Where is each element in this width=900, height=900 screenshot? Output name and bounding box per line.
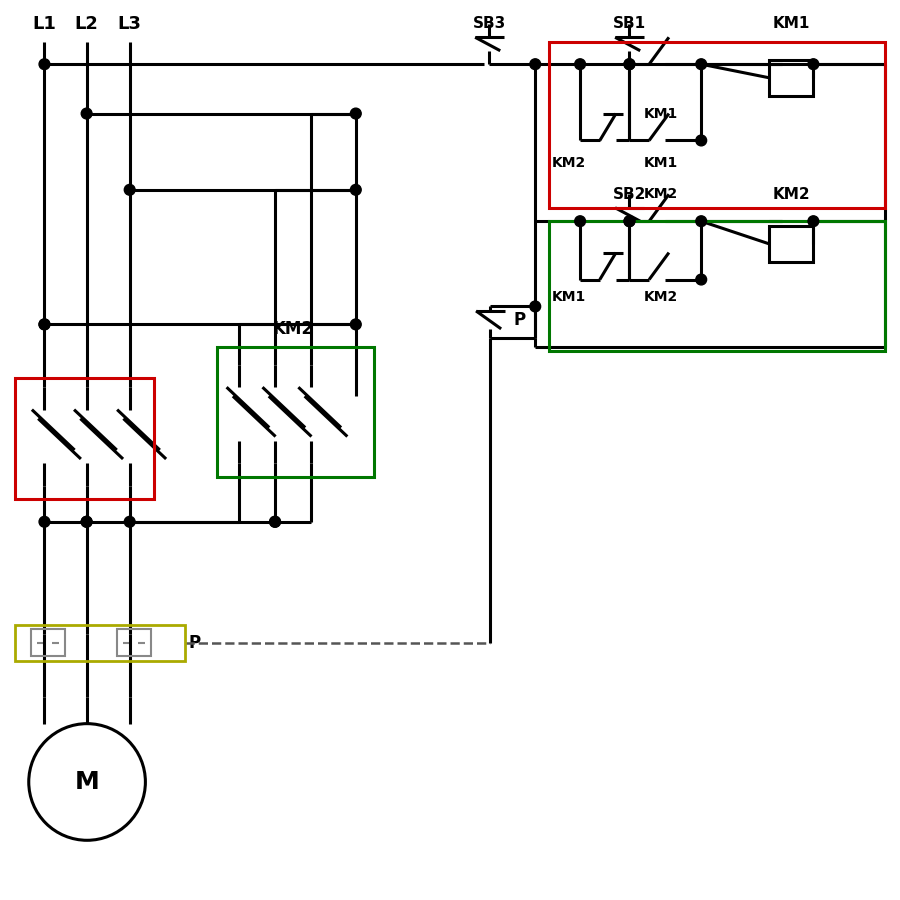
Text: P: P [188, 634, 201, 652]
Circle shape [350, 319, 361, 329]
Text: KM2: KM2 [644, 187, 678, 202]
Circle shape [530, 58, 541, 69]
Circle shape [696, 274, 706, 285]
Circle shape [39, 58, 50, 69]
Bar [14, 378, 154, 500]
Bar [117, 629, 151, 656]
Bar [769, 226, 814, 262]
Circle shape [530, 302, 541, 311]
Text: SB2: SB2 [613, 187, 646, 202]
Text: L3: L3 [118, 14, 141, 32]
Text: M: M [75, 770, 99, 794]
Circle shape [575, 216, 586, 227]
Circle shape [808, 216, 819, 227]
Text: L1: L1 [32, 14, 57, 32]
Bar [549, 221, 886, 351]
Circle shape [81, 517, 92, 527]
Circle shape [81, 108, 92, 119]
Text: KM1: KM1 [644, 106, 678, 121]
Bar [217, 346, 374, 477]
Circle shape [624, 216, 634, 227]
Text: KM2: KM2 [273, 320, 313, 338]
Text: KM1: KM1 [553, 291, 587, 304]
Circle shape [808, 58, 819, 69]
Circle shape [270, 517, 281, 527]
Circle shape [575, 58, 586, 69]
Text: L2: L2 [75, 14, 99, 32]
Circle shape [270, 517, 281, 527]
Circle shape [350, 184, 361, 195]
Circle shape [624, 58, 634, 69]
Text: P: P [514, 310, 526, 328]
Circle shape [696, 135, 706, 146]
Text: KM2: KM2 [644, 291, 678, 304]
Circle shape [350, 108, 361, 119]
Text: KM1: KM1 [772, 16, 810, 32]
Bar [769, 59, 814, 95]
Text: SB1: SB1 [613, 16, 646, 32]
Text: KM2: KM2 [553, 156, 587, 170]
Text: KM1: KM1 [644, 156, 678, 170]
Circle shape [39, 319, 50, 329]
Circle shape [624, 216, 634, 227]
Circle shape [39, 319, 50, 329]
Circle shape [624, 58, 634, 69]
Text: KM2: KM2 [772, 187, 810, 202]
Bar [31, 629, 65, 656]
Text: SB3: SB3 [472, 16, 506, 32]
Circle shape [39, 517, 50, 527]
Circle shape [696, 216, 706, 227]
Bar [549, 41, 886, 208]
Circle shape [81, 517, 92, 527]
Circle shape [124, 184, 135, 195]
Circle shape [696, 58, 706, 69]
Bar [14, 625, 185, 661]
Circle shape [124, 517, 135, 527]
